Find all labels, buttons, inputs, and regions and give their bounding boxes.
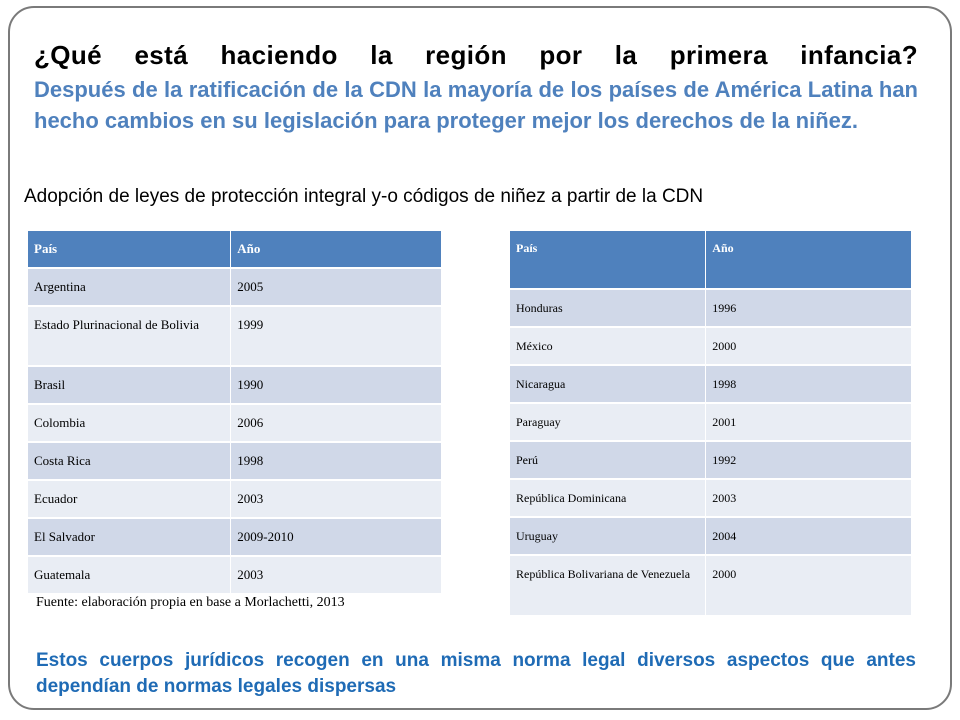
cell-country: Estado Plurinacional de Bolivia <box>28 305 232 366</box>
table-header-row: País Año <box>28 231 442 268</box>
cell-year: 2001 <box>705 402 912 441</box>
table-row: Honduras 1996 <box>510 288 912 327</box>
cell-country: Argentina <box>28 267 232 306</box>
table-row: Brasil 1990 <box>28 365 442 404</box>
table-row: Uruguay 2004 <box>510 516 912 555</box>
table-header-row: País Año <box>510 231 912 289</box>
cell-year: 1998 <box>230 441 442 480</box>
cell-country: Uruguay <box>510 516 707 555</box>
table-caption: Adopción de leyes de protección integral… <box>24 186 704 207</box>
table-row: Guatemala 2003 <box>28 555 442 593</box>
cell-year: 2000 <box>705 554 912 615</box>
table-row: Costa Rica 1998 <box>28 441 442 480</box>
intro-paragraph: Después de la ratificación de la CDN la … <box>34 77 918 133</box>
cell-country: República Dominicana <box>510 478 707 517</box>
cell-country: Ecuador <box>28 479 232 518</box>
footer-statement: Estos cuerpos jurídicos recogen en una m… <box>36 650 916 697</box>
country-table-left: País Año Argentina 2005 Estado Plurinaci… <box>28 231 442 593</box>
header-year: Año <box>705 231 912 289</box>
cell-country: Perú <box>510 440 707 479</box>
table-row: Perú 1992 <box>510 440 912 479</box>
source-note: Fuente: elaboración propia en base a Mor… <box>36 595 345 610</box>
slide-title: ¿Qué está haciendo la región por la prim… <box>34 40 918 70</box>
cell-country: Honduras <box>510 288 707 327</box>
table-row: México 2000 <box>510 326 912 365</box>
header-country: País <box>28 231 232 268</box>
cell-year: 2005 <box>230 267 442 306</box>
header-year: Año <box>230 231 442 268</box>
cell-year: 1999 <box>230 305 442 366</box>
country-table-right: País Año Honduras 1996 México 2000 Nicar… <box>510 231 912 615</box>
cell-country: Nicaragua <box>510 364 707 403</box>
cell-country: El Salvador <box>28 517 232 556</box>
cell-country: México <box>510 326 707 365</box>
cell-year: 2004 <box>705 516 912 555</box>
cell-year: 2000 <box>705 326 912 365</box>
table-row: República Dominicana 2003 <box>510 478 912 517</box>
table-row: Ecuador 2003 <box>28 479 442 518</box>
cell-country: República Bolivariana de Venezuela <box>510 554 707 615</box>
cell-year: 2003 <box>705 478 912 517</box>
cell-country: Brasil <box>28 365 232 404</box>
cell-country: Colombia <box>28 403 232 442</box>
table-row: Estado Plurinacional de Bolivia 1999 <box>28 305 442 366</box>
cell-year: 2009-2010 <box>230 517 442 556</box>
cell-year: 1990 <box>230 365 442 404</box>
cell-year: 2003 <box>230 479 442 518</box>
cell-year: 2003 <box>230 555 442 593</box>
table-row: Nicaragua 1998 <box>510 364 912 403</box>
cell-year: 1992 <box>705 440 912 479</box>
header-country: País <box>510 231 707 289</box>
table-row: Paraguay 2001 <box>510 402 912 441</box>
cell-year: 1998 <box>705 364 912 403</box>
table-row: Argentina 2005 <box>28 267 442 306</box>
table-row: El Salvador 2009-2010 <box>28 517 442 556</box>
cell-country: Guatemala <box>28 555 232 593</box>
cell-country: Costa Rica <box>28 441 232 480</box>
table-row: Colombia 2006 <box>28 403 442 442</box>
cell-country: Paraguay <box>510 402 707 441</box>
cell-year: 1996 <box>705 288 912 327</box>
cell-year: 2006 <box>230 403 442 442</box>
table-row: República Bolivariana de Venezuela 2000 <box>510 554 912 615</box>
